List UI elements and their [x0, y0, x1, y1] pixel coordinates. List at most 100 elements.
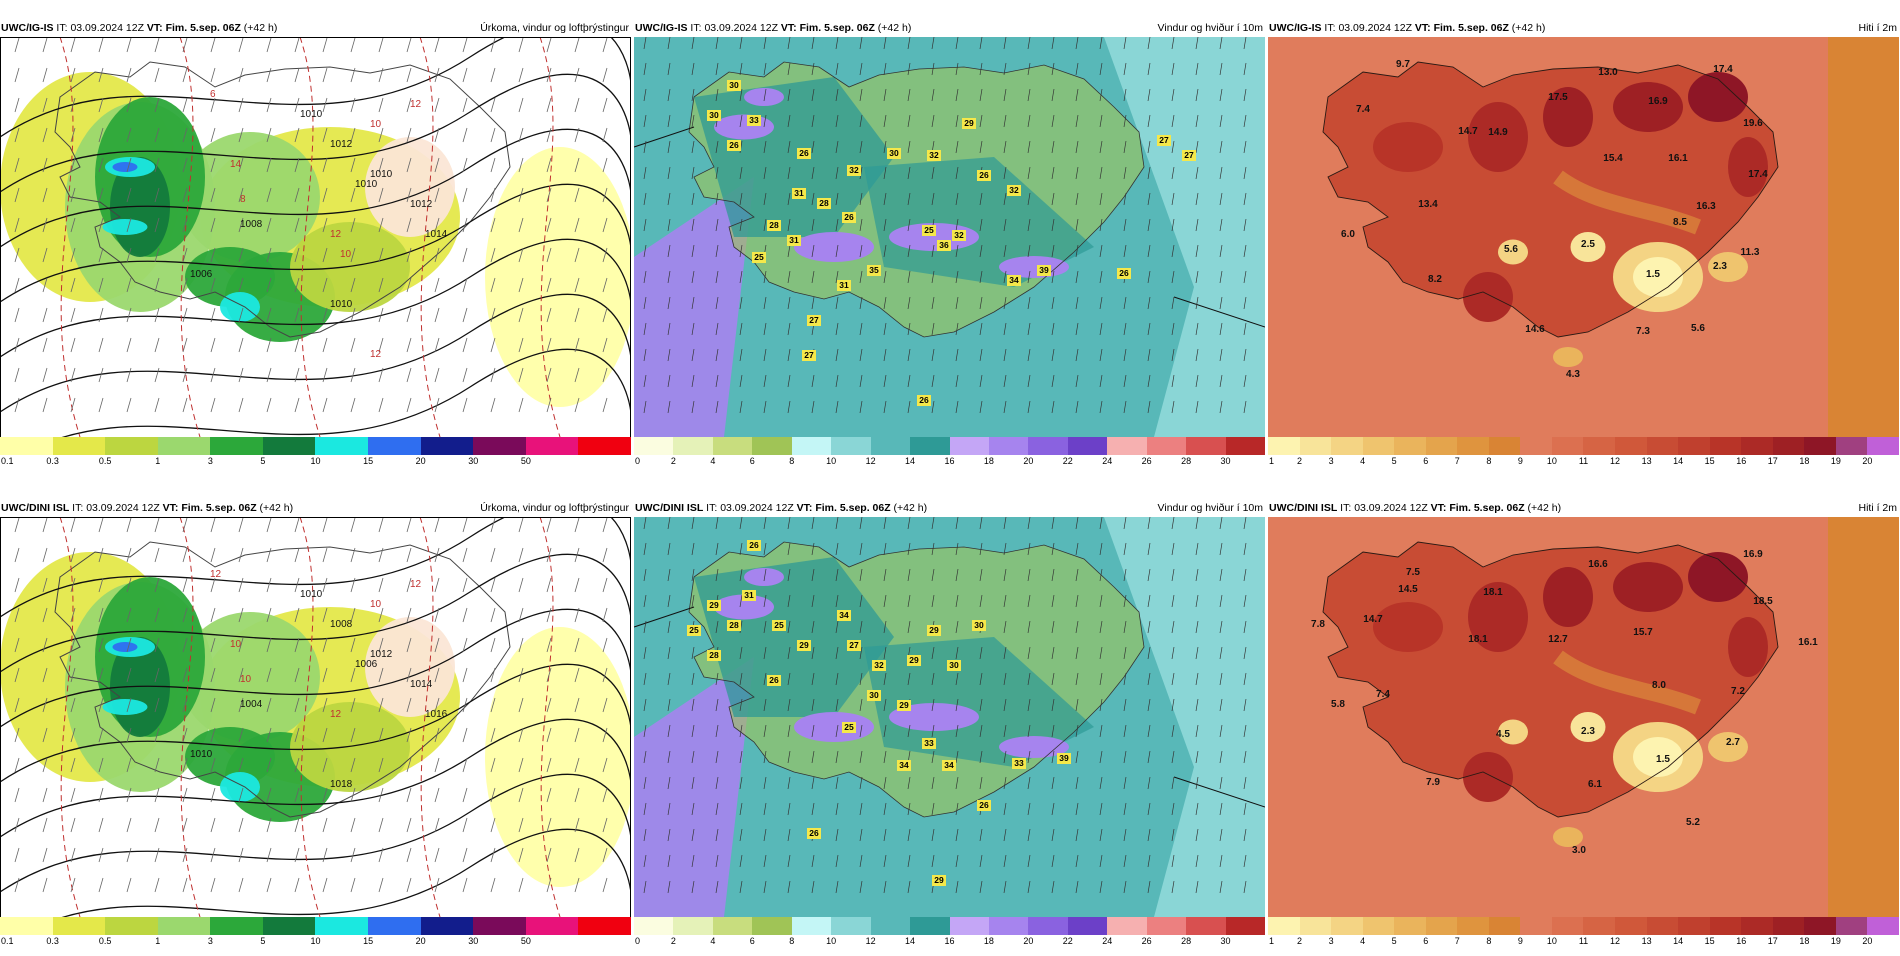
wind-barb — [14, 547, 20, 563]
sea-temp-area — [1828, 37, 1899, 437]
wind-barb — [350, 37, 356, 53]
wind-barb — [462, 217, 468, 233]
wind-arrow — [715, 672, 719, 686]
wind-arrow — [1027, 880, 1031, 894]
legend-tick-label: 3 — [207, 456, 213, 466]
wind-barb — [294, 817, 300, 833]
wind-barb — [518, 247, 524, 263]
wind-barb — [350, 97, 356, 113]
wind-barb — [14, 787, 20, 803]
wind-barb — [182, 577, 188, 593]
legend-tick-label: 12 — [1610, 936, 1621, 946]
wind-barb — [378, 397, 384, 413]
wind-arrow — [691, 542, 695, 556]
legend-swatch — [870, 917, 911, 935]
isobar-line — [0, 773, 631, 893]
wind-barb — [378, 847, 384, 863]
legend-tick-label: 20 — [1023, 456, 1034, 466]
wind-arrow — [787, 724, 791, 738]
wind-barb — [154, 607, 160, 623]
wind-barb — [294, 307, 300, 323]
wind-arrow — [1219, 776, 1223, 790]
wind-barb — [42, 697, 48, 713]
wind-arrow — [1027, 750, 1031, 764]
wind-arrow — [1219, 802, 1223, 816]
legend-tick-label: 24 — [1102, 456, 1113, 466]
wind-arrow — [715, 828, 719, 842]
wind-arrow — [1099, 166, 1103, 180]
wind-arrow — [979, 88, 983, 102]
wind-barb — [546, 97, 552, 113]
panel-header: UWC/IG-IS IT: 03.09.2024 12Z VT: Fim. 5.… — [634, 20, 1265, 36]
wind-arrow — [1147, 322, 1151, 336]
wind-arrow — [643, 374, 647, 388]
wind-arrow — [883, 568, 887, 582]
wind-barb — [126, 247, 132, 263]
wind-arrow — [1243, 114, 1247, 128]
legend-tick-label: 0 — [635, 456, 641, 466]
wind-arrow — [1003, 828, 1007, 842]
wind-barb — [490, 247, 496, 263]
wind-arrow — [835, 374, 839, 388]
gust-label: 25 — [689, 625, 699, 635]
wind-barb — [294, 37, 300, 53]
wind-arrow — [1051, 348, 1055, 362]
wind-barb — [406, 67, 412, 83]
wind-barb — [518, 337, 524, 353]
wind-barb — [238, 517, 244, 533]
temperature-label: 2.5 — [1581, 239, 1595, 250]
wind-arrow — [1243, 62, 1247, 76]
wind-barb — [350, 337, 356, 353]
precip-area — [485, 627, 631, 887]
wind-arrow — [787, 542, 791, 556]
wind-arrow — [1195, 620, 1199, 634]
wind-arrow — [1123, 568, 1127, 582]
wind-arrow — [835, 114, 839, 128]
legend-tick-label: 5 — [1391, 456, 1397, 466]
wind-arrow — [1027, 244, 1031, 258]
legend-tick-label: 2 — [1297, 456, 1303, 466]
gust-label-box — [867, 265, 881, 276]
wind-barb — [154, 217, 160, 233]
init-time: 03.09.2024 12Z — [704, 22, 778, 34]
wind-barb — [406, 757, 412, 773]
wind-arrow — [1147, 698, 1151, 712]
wind-barb — [98, 607, 104, 623]
legend-tick-label: 1 — [1269, 936, 1275, 946]
gust-label: 33 — [1014, 758, 1024, 768]
gust-label-box — [887, 148, 901, 159]
legend-tick-label: 22 — [1062, 456, 1073, 466]
wind-arrow — [1027, 37, 1031, 50]
wind-arrow — [643, 37, 647, 50]
temperature-label: 14.7 — [1363, 614, 1383, 625]
legend-tick-label: 8 — [1486, 936, 1492, 946]
wind-barb — [126, 67, 132, 83]
legend-swatch — [1488, 917, 1521, 935]
wind-arrow — [763, 698, 767, 712]
gust-label-box — [797, 640, 811, 651]
legend-swatch — [1835, 917, 1868, 935]
wind-barb — [434, 667, 440, 683]
wind-barb — [98, 367, 104, 383]
wind-barb — [518, 157, 524, 173]
warm-area — [1728, 617, 1768, 677]
legend-tick-label: 3 — [1328, 936, 1334, 946]
wind-barb — [154, 367, 160, 383]
legend-tick-label: 4 — [710, 936, 716, 946]
legend-tick-label: 2 — [1297, 936, 1303, 946]
legend-tick-label: 1 — [155, 936, 161, 946]
wind-arrow — [667, 802, 671, 816]
wind-arrow — [1099, 192, 1103, 206]
legend-tick-label: 2 — [670, 456, 676, 466]
wind-arrow — [1171, 88, 1175, 102]
wind-barb — [434, 727, 440, 743]
wind-arrow — [715, 244, 719, 258]
wind-barb — [294, 877, 300, 893]
wind-arrow — [931, 568, 935, 582]
wind-barb — [98, 307, 104, 323]
wind-arrow — [1123, 542, 1127, 556]
wind-barb — [70, 697, 76, 713]
wind-arrow — [1147, 776, 1151, 790]
valid-time-label: VT: — [796, 502, 813, 514]
